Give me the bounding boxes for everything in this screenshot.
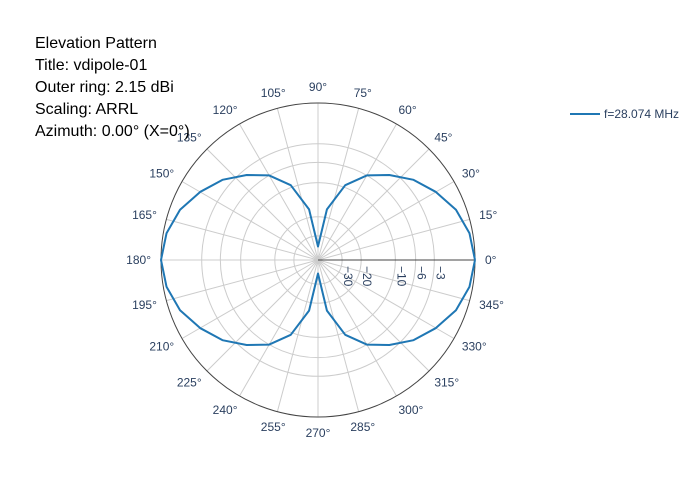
radial-tick-label: −6: [415, 266, 429, 280]
angular-tick-label: 330°: [462, 340, 487, 354]
legend[interactable]: f=28.074 MHz: [570, 107, 679, 121]
angular-gridline: [276, 108, 319, 261]
angular-gridline: [239, 123, 319, 261]
legend-item-label: f=28.074 MHz: [604, 107, 679, 121]
radial-tick-label: −3: [433, 266, 447, 280]
info-line-title: Title: vdipole-01: [35, 57, 148, 74]
angular-gridline: [317, 259, 397, 397]
angular-tick-label: 210°: [149, 340, 174, 354]
angular-gridline: [317, 259, 470, 302]
angular-tick-label: 15°: [479, 208, 497, 222]
angular-tick-label: 30°: [462, 167, 480, 181]
angular-tick-label: 195°: [132, 298, 157, 312]
angular-gridline: [206, 259, 319, 372]
angular-tick-label: 285°: [350, 420, 375, 434]
angular-gridline: [166, 218, 319, 261]
radial-tick-label: −30: [341, 266, 355, 287]
angular-gridline: [181, 259, 319, 339]
radial-tick-label: −20: [360, 266, 374, 287]
angular-gridline: [317, 181, 455, 261]
angular-tick-label: 75°: [354, 86, 372, 100]
angular-gridline: [317, 123, 397, 261]
angular-tick-label: 270°: [306, 426, 331, 440]
info-line-heading: Elevation Pattern: [35, 35, 157, 52]
angular-tick-labels: 0° 15° 30° 45° 60° 75° 90° 105° 120° 135° 150° 165°…: [126, 80, 504, 440]
angular-gridline: [181, 181, 319, 261]
info-line-outer-ring: Outer ring: 2.15 dBi: [35, 79, 174, 96]
angular-tick-label: 345°: [479, 298, 504, 312]
info-line-scaling: Scaling: ARRL: [35, 101, 139, 118]
angular-tick-label: 150°: [149, 167, 174, 181]
angular-gridline: [239, 259, 319, 397]
angular-tick-label: 300°: [399, 403, 424, 417]
angular-tick-label: 135°: [177, 131, 202, 145]
angular-gridline: [206, 148, 319, 261]
angular-gridline: [317, 148, 430, 261]
angular-tick-label: 60°: [399, 103, 417, 117]
pattern-trace: [160, 173, 476, 347]
angular-tick-label: 180°: [126, 253, 151, 267]
angular-tick-label: 45°: [434, 131, 452, 145]
angular-tick-label: 0°: [485, 253, 497, 267]
angular-gridline: [317, 259, 360, 412]
angular-tick-label: 90°: [309, 80, 327, 94]
angular-tick-label: 165°: [132, 208, 157, 222]
angular-tick-label: 240°: [213, 403, 238, 417]
angular-gridline: [317, 218, 470, 261]
angular-tick-label: 105°: [261, 86, 286, 100]
radial-tick-labels: −30 −20 −10 −6 −3: [341, 266, 447, 287]
angular-gridline: [166, 259, 319, 302]
angular-gridline: [276, 259, 319, 412]
polar-grid: [160, 102, 476, 418]
angular-gridline: [317, 259, 430, 372]
angular-tick-label: 255°: [261, 420, 286, 434]
angular-tick-label: 315°: [434, 375, 459, 389]
pattern-info: Elevation Pattern Title: vdipole-01 Oute…: [35, 33, 190, 143]
angular-tick-label: 225°: [177, 375, 202, 389]
info-line-azimuth: Azimuth: 0.00° (X=0°): [35, 123, 190, 140]
angular-tick-label: 120°: [213, 103, 238, 117]
angular-gridline: [317, 259, 455, 339]
pattern-traces: [160, 173, 476, 347]
angular-gridline: [317, 108, 360, 261]
radial-tick-label: −10: [394, 266, 408, 287]
